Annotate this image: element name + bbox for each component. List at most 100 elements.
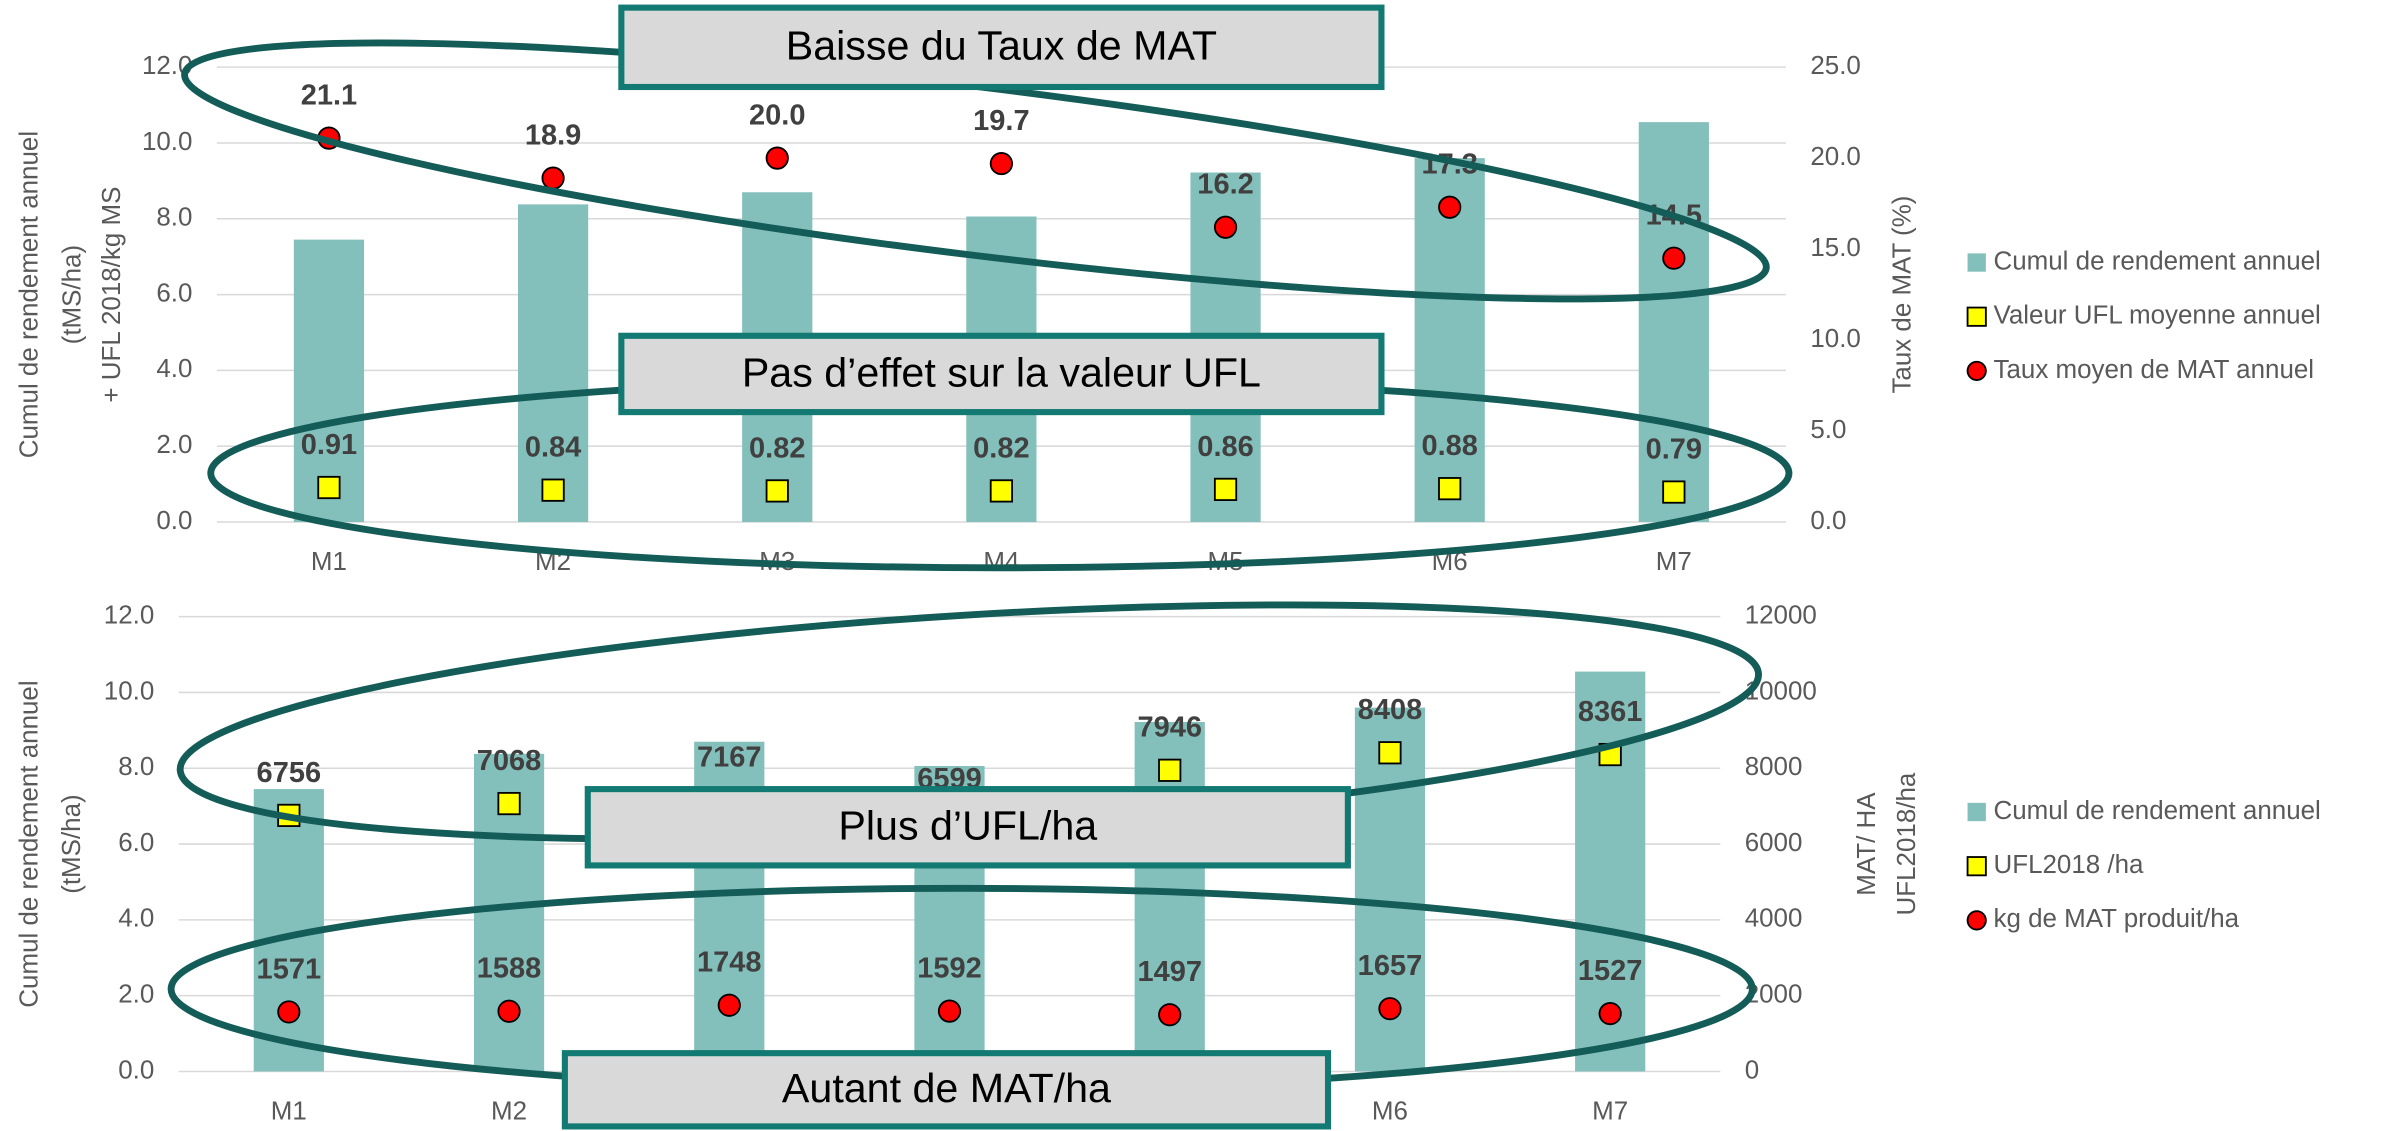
data-label: 1592 [917, 953, 982, 985]
legend-label: Cumul de rendement annuel [1994, 247, 2321, 275]
x-tick-label: M6 [1372, 1098, 1408, 1126]
data-label: 0.91 [301, 429, 357, 461]
point [277, 1000, 301, 1024]
point [1378, 997, 1402, 1021]
legend-marker [1966, 306, 1987, 327]
annotation-box [584, 786, 1351, 869]
legend-label: Valeur UFL moyenne annuel [1994, 302, 2321, 330]
x-tick-label: M7 [1592, 1098, 1628, 1126]
data-label: 21.1 [301, 80, 357, 112]
data-label: 1527 [1578, 955, 1643, 987]
y2-tick-label: 8000 [1745, 753, 1803, 781]
point [1378, 741, 1402, 765]
y-axis-title: Cumul de rendement annuel [16, 131, 44, 458]
point [765, 146, 789, 170]
point [1213, 477, 1238, 502]
annotation-box [618, 332, 1385, 416]
y-axis-title: (tMS/ha) [58, 245, 86, 344]
point [717, 993, 741, 1017]
data-label: 19.7 [973, 105, 1029, 137]
annotation-box [618, 4, 1385, 91]
data-label: 16.2 [1197, 169, 1253, 201]
y-axis-title: Cumul de rendement annuel [16, 680, 44, 1007]
y2-tick-label: 0 [1745, 1056, 1759, 1084]
legend-marker [1966, 910, 1987, 931]
y-tick-label: 0.0 [156, 507, 192, 535]
x-tick-label: M4 [983, 548, 1019, 576]
y2-tick-label: 6000 [1745, 829, 1803, 857]
data-label: 0.82 [973, 432, 1029, 464]
point [1158, 758, 1182, 782]
x-tick-label: M2 [491, 1098, 527, 1126]
annotation-text: Baisse du Taux de MAT [786, 23, 1217, 69]
point [1662, 480, 1686, 504]
data-label: 20.0 [749, 100, 805, 132]
legend-marker [1966, 856, 1987, 877]
point [1438, 195, 1462, 219]
data-label: 18.9 [525, 120, 581, 152]
y2-tick-label: 25.0 [1810, 52, 1860, 80]
data-label: 1497 [1137, 956, 1202, 988]
data-label: 6756 [257, 757, 322, 789]
y-axis-title: (tMS/ha) [58, 794, 86, 893]
y-axis-title: + UFL 2018/kg MS [98, 187, 126, 403]
legend-label: Cumul de rendement annuel [1994, 797, 2321, 825]
bar [293, 239, 365, 522]
y2-tick-label: 0.0 [1810, 507, 1846, 535]
combo-chart: 0.02.04.06.08.010.012.002000400060008000… [16, 601, 2321, 1130]
y-tick-label: 12.0 [104, 601, 154, 629]
y2-tick-label: 10.0 [1810, 325, 1860, 353]
point [541, 166, 565, 190]
legend-label: UFL2018 /ha [1994, 851, 2145, 879]
x-tick-label: M1 [311, 548, 347, 576]
point [1213, 215, 1238, 239]
point [765, 479, 789, 503]
y2-tick-label: 4000 [1745, 905, 1803, 933]
y-tick-label: 8.0 [118, 753, 154, 781]
y-tick-label: 10.0 [104, 677, 154, 705]
y-tick-label: 6.0 [156, 279, 192, 307]
data-label: 1748 [697, 947, 762, 979]
annotation-text: Autant de MAT/ha [782, 1065, 1111, 1111]
point [497, 791, 521, 816]
y-tick-label: 6.0 [118, 829, 154, 857]
x-tick-label: M1 [271, 1098, 307, 1126]
point [1158, 1003, 1182, 1027]
point [1438, 477, 1462, 501]
annotation-text: Pas d’effet sur la valeur UFL [742, 349, 1261, 395]
y-tick-label: 2.0 [118, 981, 154, 1009]
data-label: 7068 [477, 745, 542, 777]
data-label: 1657 [1358, 950, 1423, 982]
bar [1638, 122, 1709, 522]
combo-chart: 0.02.04.06.08.010.012.00.05.010.015.020.… [16, 4, 2321, 576]
y2-axis-title: UFL2018/ha [1893, 772, 1921, 915]
y-tick-label: 8.0 [156, 204, 192, 232]
point [989, 151, 1013, 176]
point [989, 479, 1013, 503]
y2-tick-label: 12000 [1745, 601, 1817, 629]
y-tick-label: 2.0 [156, 431, 192, 459]
bar [517, 204, 589, 522]
data-label: 0.79 [1646, 434, 1702, 466]
x-tick-label: M7 [1656, 548, 1692, 576]
data-label: 0.86 [1197, 431, 1253, 463]
point [317, 475, 341, 500]
legend-marker [1967, 802, 1986, 822]
point [1662, 246, 1686, 270]
data-label: 0.88 [1421, 430, 1477, 462]
point [541, 478, 565, 502]
annotation-text: Plus d’UFL/ha [838, 803, 1097, 849]
data-label: 7167 [697, 741, 762, 773]
data-label: 7946 [1137, 712, 1202, 744]
data-label: 0.82 [749, 432, 805, 464]
y-tick-label: 4.0 [118, 905, 154, 933]
y-tick-label: 0.0 [118, 1056, 154, 1084]
y2-axis-title: MAT/ HA [1853, 792, 1881, 896]
point [1598, 1001, 1622, 1026]
data-label: 1588 [477, 953, 542, 985]
data-label: 8361 [1578, 696, 1643, 728]
point [937, 999, 962, 1023]
data-label: 1571 [257, 953, 322, 985]
